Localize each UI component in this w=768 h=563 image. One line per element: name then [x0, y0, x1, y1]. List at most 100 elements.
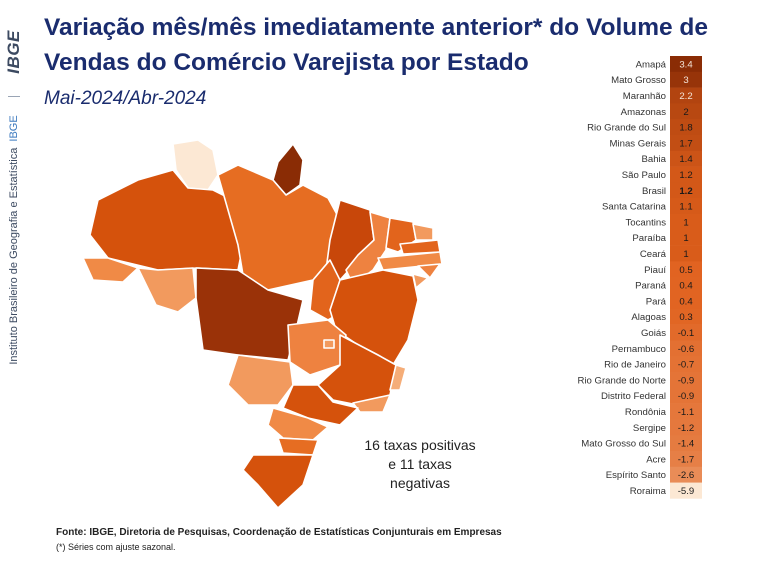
table-row: São Paulo 1.2 — [622, 166, 702, 183]
value-cell — [670, 482, 702, 499]
sidebar: IBGE Instituto Brasileiro de Geografia e… — [0, 0, 30, 563]
row-label: Alagoas — [631, 312, 666, 323]
table-row: Sergipe -1.2 — [633, 419, 702, 436]
value-label: 1.4 — [679, 154, 693, 165]
value-cell — [670, 387, 702, 404]
table-row: Tocantins 1 — [625, 214, 702, 231]
row-label: Santa Catarina — [602, 202, 667, 213]
table-row: Brasil 1.2 — [642, 182, 702, 199]
row-label: Paraíba — [632, 233, 666, 244]
value-cell — [670, 261, 702, 278]
value-label: 1 — [683, 249, 688, 260]
value-label: -1.4 — [678, 439, 695, 450]
state-mato-grosso-do-sul — [227, 354, 294, 406]
row-label: Piauí — [644, 265, 666, 276]
row-label: Espírito Santo — [606, 470, 666, 481]
note-line-3: negativas — [390, 475, 450, 491]
source-text: Fonte: IBGE, Diretoria de Pesquisas, Coo… — [56, 527, 502, 538]
value-label: 3 — [683, 75, 688, 86]
brazil-choropleth-map — [82, 140, 443, 509]
value-cell — [670, 56, 702, 73]
row-label: Sergipe — [633, 423, 666, 434]
row-label: Ceará — [640, 249, 667, 260]
value-label: 3.4 — [679, 59, 693, 70]
table-row: Mato Grosso 3 — [611, 71, 702, 88]
page-subtitle: Mai-2024/Abr-2024 — [44, 88, 207, 109]
state-alagoas — [417, 263, 441, 279]
value-label: 2 — [683, 107, 688, 118]
table-row: Amapá 3.4 — [636, 56, 702, 73]
value-cell — [670, 403, 702, 420]
value-cell — [670, 245, 702, 262]
table-row: Amazonas 2 — [621, 103, 702, 120]
state-rn — [412, 223, 434, 241]
table-row: Goiás -0.1 — [641, 324, 702, 341]
value-label: 0.4 — [679, 296, 693, 307]
value-cell — [670, 308, 702, 325]
table-row: Bahia 1.4 — [641, 150, 702, 167]
row-label: São Paulo — [622, 170, 666, 181]
row-label: Goiás — [641, 328, 666, 339]
row-label: Mato Grosso do Sul — [581, 439, 666, 450]
value-cell — [670, 340, 702, 357]
table-row: Maranhão 2.2 — [623, 87, 702, 104]
table-row: Rio de Janeiro -0.7 — [604, 356, 702, 373]
value-label: 1 — [683, 217, 688, 228]
row-label: Mato Grosso — [611, 75, 666, 86]
value-label: 0.5 — [679, 265, 692, 276]
row-label: Distrito Federal — [601, 391, 666, 402]
value-cell — [670, 229, 702, 246]
value-label: -1.7 — [678, 454, 695, 465]
table-row: Rio Grande do Norte -0.9 — [577, 372, 702, 389]
value-label: 0.3 — [679, 312, 692, 323]
table-row: Ceará 1 — [640, 245, 702, 262]
state-rondonia — [137, 267, 197, 313]
table-row: Paraíba 1 — [632, 229, 702, 246]
table-row: Alagoas 0.3 — [631, 308, 702, 325]
value-label: -0.6 — [678, 344, 695, 355]
row-label: Maranhão — [623, 91, 666, 102]
row-label: Bahia — [641, 154, 666, 165]
row-label: Tocantins — [625, 217, 666, 228]
row-label: Amazonas — [621, 107, 667, 118]
divider — [8, 96, 20, 97]
table-row: Pernambuco -0.6 — [612, 340, 702, 357]
state-santa-catarina — [277, 437, 319, 456]
value-cell — [670, 451, 702, 468]
ibge-logo: IBGE — [4, 30, 23, 74]
table-row: Santa Catarina 1.1 — [602, 198, 702, 215]
value-label: -0.9 — [678, 375, 695, 386]
value-cell — [670, 419, 702, 436]
table-row: Acre -1.7 — [646, 451, 702, 468]
value-label: 1.2 — [679, 186, 692, 197]
state-rio-grande-do-sul — [242, 454, 314, 509]
table-row: Rio Grande do Sul 1.8 — [587, 119, 702, 136]
value-cell — [670, 150, 702, 167]
row-label: Paraná — [635, 281, 667, 292]
title-line-1: Variação mês/mês imediatamente anterior*… — [44, 14, 709, 41]
value-cell — [670, 182, 702, 199]
value-label: -5.9 — [678, 486, 695, 497]
value-cell — [670, 356, 702, 373]
institute-name: Instituto Brasileiro de Geografia e Esta… — [8, 115, 20, 365]
value-label: -0.7 — [678, 360, 695, 371]
table-row: Espírito Santo -2.6 — [606, 466, 702, 483]
value-cell — [670, 198, 702, 215]
table-row: Pará 0.4 — [646, 293, 702, 310]
note-line-1: 16 taxas positivas — [364, 437, 476, 453]
value-cell — [670, 166, 702, 183]
table-row: Piauí 0.5 — [644, 261, 702, 278]
value-cell — [670, 277, 702, 294]
value-label: -2.6 — [678, 470, 695, 481]
state-sao-paulo — [282, 384, 359, 426]
table-row: Mato Grosso do Sul -1.4 — [581, 435, 702, 452]
row-label: Rio Grande do Sul — [587, 123, 666, 134]
value-cell — [670, 466, 702, 483]
annotation-note: 16 taxas positivas e 11 taxas negativas — [355, 436, 485, 493]
value-cell — [670, 435, 702, 452]
value-cell — [670, 293, 702, 310]
value-label: 1.7 — [679, 138, 692, 149]
value-label: 1.2 — [679, 170, 692, 181]
table-row: Paraná 0.4 — [635, 277, 702, 294]
value-cell — [670, 103, 702, 120]
